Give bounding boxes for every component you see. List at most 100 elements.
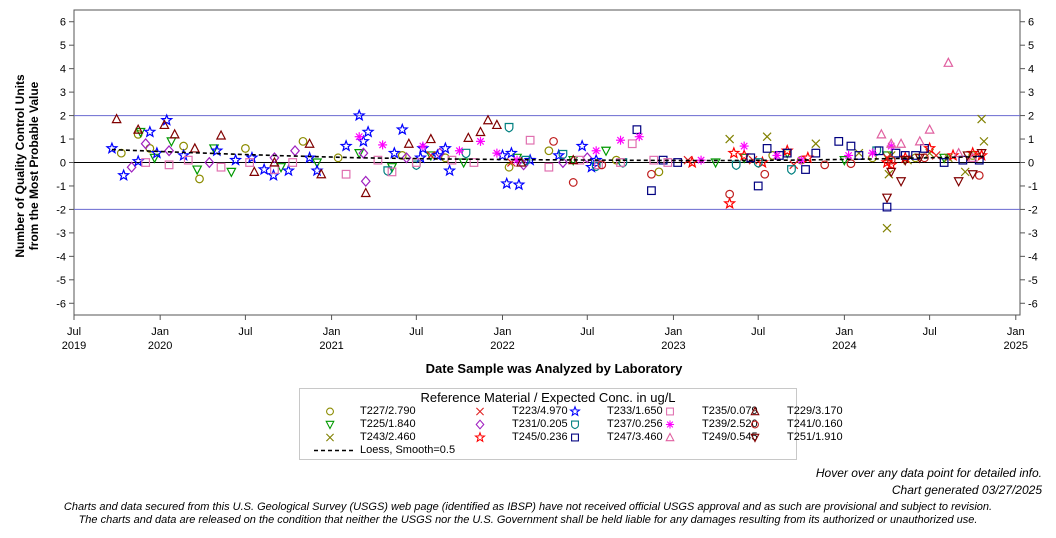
data-point-t247[interactable] — [801, 165, 810, 174]
data-point-t235[interactable] — [387, 167, 397, 177]
data-point-t237[interactable] — [731, 160, 741, 171]
data-point-t251[interactable] — [967, 170, 978, 181]
data-point-t229[interactable] — [169, 128, 180, 139]
data-point-t227[interactable] — [298, 136, 308, 146]
data-point-t243[interactable] — [960, 167, 970, 177]
data-point-t239[interactable] — [378, 140, 388, 150]
data-point-t229[interactable] — [159, 119, 170, 130]
data-point-t233[interactable] — [552, 148, 566, 162]
data-point-t247[interactable] — [891, 148, 901, 158]
data-point-t247[interactable] — [900, 151, 910, 160]
data-point-t235[interactable] — [663, 158, 673, 167]
data-point-t251[interactable] — [895, 177, 907, 188]
data-point-t237[interactable] — [521, 155, 531, 166]
data-point-t231[interactable] — [360, 175, 371, 187]
data-point-t239[interactable] — [616, 135, 626, 145]
data-point-t235[interactable] — [649, 155, 659, 165]
data-point-t233[interactable] — [395, 122, 409, 136]
data-point-t249[interactable] — [886, 137, 897, 148]
legend-marker-icon[interactable] — [326, 407, 334, 416]
legend-marker-icon[interactable] — [326, 433, 334, 442]
data-point-t249[interactable] — [914, 135, 925, 146]
data-point-t229[interactable] — [475, 126, 486, 137]
data-point-t237[interactable] — [787, 165, 796, 175]
data-point-t239[interactable] — [844, 150, 854, 160]
data-point-t251[interactable] — [881, 193, 893, 204]
data-point-t239[interactable] — [354, 132, 364, 142]
data-point-t229[interactable] — [403, 137, 415, 148]
data-point-t247[interactable] — [974, 155, 984, 165]
data-point-t227[interactable] — [504, 162, 514, 172]
data-point-t231[interactable] — [358, 147, 369, 159]
data-point-t229[interactable] — [304, 137, 315, 148]
data-point-t233[interactable] — [339, 139, 353, 152]
legend-marker-icon[interactable] — [750, 433, 760, 443]
data-point-t245[interactable] — [723, 196, 737, 210]
data-point-t229[interactable] — [516, 156, 527, 167]
data-point-t229[interactable] — [425, 133, 437, 144]
data-point-t233[interactable] — [523, 153, 537, 166]
data-point-t247[interactable] — [746, 153, 756, 163]
data-point-t239[interactable] — [418, 141, 428, 151]
data-point-t227[interactable] — [333, 153, 343, 163]
data-point-t237[interactable] — [753, 158, 763, 168]
data-point-t247[interactable] — [632, 125, 642, 135]
data-point-t237[interactable] — [591, 161, 601, 172]
data-point-t233[interactable] — [504, 146, 518, 159]
data-point-t231[interactable] — [582, 152, 593, 164]
data-point-t229[interactable] — [215, 129, 227, 140]
data-point-t231[interactable] — [401, 152, 412, 164]
data-point-t233[interactable] — [281, 163, 296, 177]
data-point-t241[interactable] — [568, 178, 578, 187]
data-point-t233[interactable] — [575, 139, 589, 152]
data-point-t231[interactable] — [269, 152, 280, 164]
data-point-t243[interactable] — [725, 134, 735, 144]
legend-marker-icon[interactable] — [665, 432, 675, 442]
data-point-t239[interactable] — [475, 136, 485, 146]
data-point-t233[interactable] — [210, 143, 224, 157]
data-point-t229[interactable] — [189, 142, 201, 153]
data-point-t227[interactable] — [241, 144, 250, 153]
legend-marker-icon[interactable] — [474, 431, 486, 443]
legend-marker-icon[interactable] — [571, 433, 579, 442]
data-point-t233[interactable] — [150, 146, 164, 159]
data-point-t239[interactable] — [867, 148, 877, 158]
legend-marker-icon[interactable] — [751, 420, 759, 429]
data-point-t247[interactable] — [834, 136, 844, 146]
data-point-t233[interactable] — [438, 141, 452, 155]
data-point-t239[interactable] — [492, 148, 502, 158]
data-point-t225[interactable] — [710, 158, 721, 169]
data-point-t235[interactable] — [469, 158, 479, 167]
data-point-t227[interactable] — [397, 151, 407, 160]
data-point-t229[interactable] — [482, 114, 494, 125]
data-point-t231[interactable] — [557, 156, 568, 169]
data-point-t239[interactable] — [739, 141, 749, 151]
legend-marker-icon[interactable] — [569, 405, 581, 417]
data-point-t243[interactable] — [977, 114, 987, 124]
data-point-t247[interactable] — [647, 186, 656, 196]
data-point-t235[interactable] — [544, 162, 554, 172]
data-point-t231[interactable] — [140, 138, 151, 150]
data-point-t251[interactable] — [953, 177, 964, 188]
data-point-t233[interactable] — [302, 150, 317, 164]
data-point-t247[interactable] — [854, 151, 864, 160]
data-point-t233[interactable] — [430, 148, 444, 162]
data-point-t227[interactable] — [544, 146, 554, 156]
data-point-t229[interactable] — [491, 119, 503, 130]
data-point-t235[interactable] — [288, 158, 298, 167]
data-point-t227[interactable] — [968, 151, 978, 160]
data-point-t235[interactable] — [627, 139, 637, 149]
data-point-t233[interactable] — [143, 125, 157, 138]
data-point-t225[interactable] — [226, 167, 237, 178]
data-point-t247[interactable] — [673, 158, 683, 167]
data-point-t241[interactable] — [846, 159, 856, 169]
data-point-t229[interactable] — [269, 156, 280, 167]
data-point-t241[interactable] — [974, 171, 984, 180]
data-point-t247[interactable] — [846, 141, 856, 151]
data-point-t231[interactable] — [126, 161, 137, 173]
data-point-t233[interactable] — [443, 163, 457, 177]
data-point-t249[interactable] — [953, 147, 964, 158]
data-point-t251[interactable] — [976, 149, 987, 159]
data-point-t243[interactable] — [882, 223, 892, 233]
data-point-t243[interactable] — [854, 148, 864, 158]
